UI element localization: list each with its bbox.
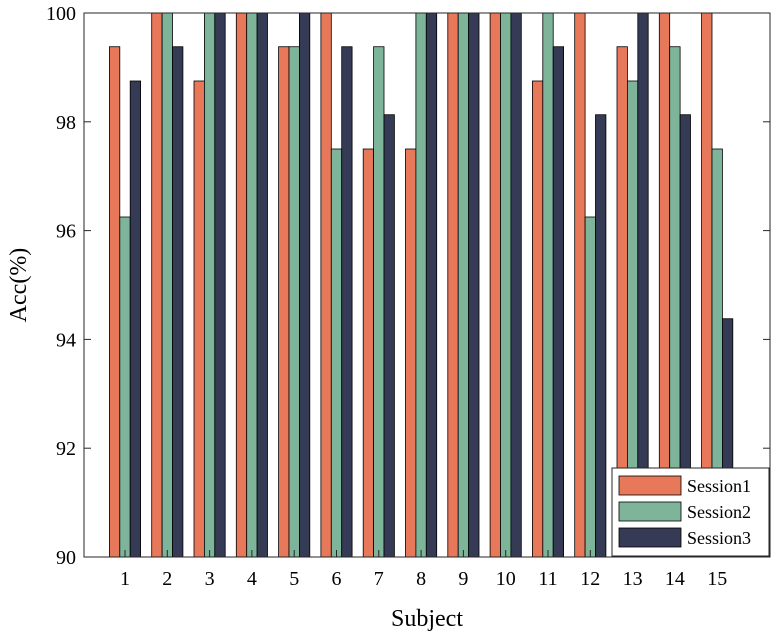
y-tick-label: 100 bbox=[46, 3, 76, 25]
legend-swatch-session2 bbox=[618, 501, 682, 522]
x-tick-label: 15 bbox=[707, 568, 727, 590]
y-tick-label: 94 bbox=[56, 329, 76, 351]
bar-session2-subject-2 bbox=[161, 12, 173, 558]
y-tick-label: 92 bbox=[56, 438, 76, 460]
x-tick-label: 11 bbox=[538, 568, 557, 590]
bar-session2-subject-12 bbox=[584, 216, 596, 558]
legend-swatch-session3 bbox=[618, 527, 682, 548]
bar-session1-subject-12 bbox=[574, 12, 586, 558]
bar-session1-subject-9 bbox=[447, 12, 459, 558]
x-axis-title: Subject bbox=[391, 606, 463, 632]
x-tick-label: 14 bbox=[665, 568, 685, 590]
bar-session2-subject-10 bbox=[500, 12, 512, 558]
bar-session1-subject-5 bbox=[278, 46, 290, 558]
bar-session1-subject-11 bbox=[532, 80, 544, 558]
bar-session3-subject-3 bbox=[214, 12, 226, 558]
bar-session3-subject-10 bbox=[510, 12, 522, 558]
plot-frame bbox=[83, 12, 771, 558]
bar-session1-subject-1 bbox=[109, 46, 121, 558]
bar-session2-subject-8 bbox=[415, 12, 427, 558]
bar-session2-subject-1 bbox=[119, 216, 131, 558]
legend-label-session3: Session3 bbox=[687, 528, 751, 548]
y-tick-label: 90 bbox=[56, 547, 76, 569]
bar-session2-subject-7 bbox=[373, 46, 385, 558]
legend: Session1 Session2 Session3 bbox=[611, 467, 770, 557]
x-tick-label: 3 bbox=[205, 568, 215, 590]
x-tick-label: 6 bbox=[332, 568, 342, 590]
bar-session3-subject-1 bbox=[129, 80, 141, 558]
bar-session3-subject-11 bbox=[552, 46, 565, 558]
y-tick-label: 98 bbox=[56, 112, 76, 134]
x-tick-label: 12 bbox=[580, 568, 600, 590]
bar-session3-subject-4 bbox=[256, 12, 268, 558]
x-tick-label: 8 bbox=[416, 568, 426, 590]
x-tick-label: 2 bbox=[162, 568, 172, 590]
x-tick-label: 7 bbox=[374, 568, 384, 590]
bar-session2-subject-11 bbox=[542, 12, 554, 558]
axes-layer bbox=[83, 12, 771, 558]
legend-swatch-session1 bbox=[618, 475, 682, 496]
x-tick-label: 13 bbox=[623, 568, 643, 590]
x-tick-label: 4 bbox=[247, 568, 257, 590]
x-tick-label: 9 bbox=[458, 568, 468, 590]
bar-session1-subject-2 bbox=[151, 12, 163, 558]
legend-label-session2: Session2 bbox=[687, 502, 751, 522]
bars-layer bbox=[109, 12, 734, 558]
bar-session1-subject-3 bbox=[193, 80, 205, 558]
bar-session3-subject-12 bbox=[595, 114, 607, 558]
bar-session3-subject-9 bbox=[468, 12, 480, 558]
bar-session3-subject-6 bbox=[341, 46, 353, 558]
bar-session2-subject-3 bbox=[203, 12, 216, 558]
y-axis-ticks: 90 92 94 96 98 100 bbox=[46, 3, 770, 569]
bar-session1-subject-4 bbox=[235, 12, 248, 558]
bar-session2-subject-6 bbox=[330, 148, 343, 558]
bar-session3-subject-7 bbox=[383, 114, 395, 558]
bar-session3-subject-8 bbox=[425, 12, 438, 558]
legend-label-session1: Session1 bbox=[687, 476, 751, 496]
bar-session3-subject-5 bbox=[298, 12, 311, 558]
y-tick-label: 96 bbox=[56, 221, 76, 243]
bar-session2-subject-5 bbox=[288, 46, 300, 558]
bar-session1-subject-10 bbox=[489, 12, 501, 558]
bar-session2-subject-9 bbox=[457, 12, 470, 558]
bar-session1-subject-8 bbox=[405, 148, 417, 558]
x-tick-label: 1 bbox=[120, 568, 130, 590]
bar-session1-subject-6 bbox=[320, 12, 332, 558]
bar-session1-subject-7 bbox=[362, 148, 375, 558]
x-tick-label: 10 bbox=[496, 568, 516, 590]
bar-session3-subject-2 bbox=[172, 46, 184, 558]
y-axis-title: Acc(%) bbox=[6, 248, 32, 323]
x-tick-label: 5 bbox=[289, 568, 299, 590]
bar-session2-subject-4 bbox=[246, 12, 258, 558]
